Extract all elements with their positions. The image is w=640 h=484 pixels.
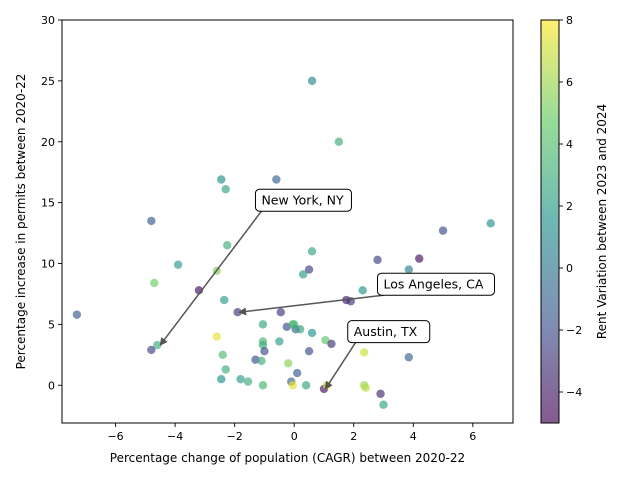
scatter-point bbox=[361, 383, 370, 392]
points-layer bbox=[72, 76, 495, 409]
x-axis-label: Percentage change of population (CAGR) b… bbox=[110, 451, 465, 465]
scatter-point bbox=[275, 337, 284, 346]
y-tick-label: 30 bbox=[41, 14, 55, 27]
scatter-point bbox=[150, 278, 159, 288]
x-tick-label: 6 bbox=[469, 430, 476, 443]
colorbar bbox=[540, 19, 560, 424]
scatter-point bbox=[298, 270, 308, 279]
scatter-point bbox=[289, 320, 299, 329]
annotation-box bbox=[254, 188, 352, 212]
annotation-arrow bbox=[324, 342, 357, 390]
scatter-point bbox=[72, 310, 82, 319]
y-tick-label: 15 bbox=[41, 197, 55, 210]
scatter-point bbox=[379, 400, 388, 409]
scatter-point bbox=[376, 389, 385, 398]
y-tick-label: 5 bbox=[48, 318, 55, 331]
colorbar-label: Rent Variation between 2023 and 2024 bbox=[595, 104, 609, 339]
scatter-point bbox=[147, 216, 156, 226]
scatter-point bbox=[334, 137, 344, 146]
scatter-point bbox=[153, 340, 162, 350]
plot-frame bbox=[61, 19, 514, 424]
scatter-point bbox=[358, 286, 367, 295]
colorbar-tick-label: 6 bbox=[566, 76, 573, 89]
y-tick-label: 20 bbox=[41, 136, 55, 149]
x-tick-label: 2 bbox=[350, 430, 357, 443]
scatter-point bbox=[276, 308, 286, 317]
scatter-point bbox=[327, 339, 336, 349]
x-tick-label: 0 bbox=[291, 430, 298, 443]
scatter-point bbox=[217, 374, 226, 384]
scatter-point bbox=[284, 359, 293, 368]
colorbar-tick-label: −2 bbox=[566, 324, 582, 337]
scatter-point bbox=[373, 255, 382, 265]
colorbar-tick-label: 4 bbox=[566, 138, 573, 151]
y-axis-label: Percentage increase in permits between 2… bbox=[14, 74, 28, 370]
y-axis-ticks: 0 5 10 15 20 25 30 bbox=[41, 14, 62, 392]
colorbar-tick-label: 0 bbox=[566, 262, 573, 275]
scatter-point bbox=[223, 241, 232, 250]
y-tick-label: 10 bbox=[41, 258, 55, 271]
scatter-point bbox=[221, 185, 230, 194]
x-tick-label: −6 bbox=[107, 430, 123, 443]
scatter-point bbox=[272, 175, 281, 184]
scatter-point bbox=[301, 381, 311, 390]
annotation-label: Austin, TX bbox=[354, 324, 418, 339]
scatter-point bbox=[404, 353, 414, 362]
scatter-point bbox=[438, 226, 448, 235]
scatter-point bbox=[243, 377, 253, 386]
scatter-point bbox=[288, 381, 297, 390]
x-tick-label: −2 bbox=[227, 430, 243, 443]
y-tick-label: 25 bbox=[41, 75, 55, 88]
scatter-point bbox=[486, 219, 495, 228]
annotation-label: New York, NY bbox=[261, 193, 344, 208]
scatter-point bbox=[218, 350, 227, 360]
x-axis-ticks: −6 −4 −2 0 2 4 6 bbox=[107, 423, 476, 443]
scatter-point bbox=[221, 365, 230, 374]
scatter-point bbox=[404, 265, 414, 274]
scatter-point bbox=[415, 254, 424, 263]
annotation-box bbox=[377, 272, 496, 296]
scatter-point bbox=[359, 348, 369, 357]
colorbar-tick-label: 2 bbox=[566, 200, 573, 213]
scatter-point bbox=[147, 345, 156, 355]
scatter-point bbox=[292, 368, 302, 378]
x-tick-label: 4 bbox=[410, 430, 417, 443]
y-tick-label: 0 bbox=[48, 379, 55, 392]
x-tick-label: −4 bbox=[167, 430, 183, 443]
colorbar-tick-label: −4 bbox=[566, 386, 582, 399]
annotation-arrow bbox=[159, 210, 263, 346]
scatter-point bbox=[307, 247, 317, 256]
scatter-point bbox=[307, 76, 317, 86]
annotation-layer: New York, NY Los Angeles, CA Austin, TX bbox=[159, 188, 496, 390]
scatter-point bbox=[212, 332, 221, 341]
scatter-point bbox=[304, 346, 314, 356]
scatter-point bbox=[304, 265, 314, 274]
scatter-point bbox=[236, 374, 245, 384]
scatter-point bbox=[295, 325, 305, 334]
scatter-point bbox=[173, 260, 183, 269]
scatter-point bbox=[217, 175, 226, 184]
scatter-point bbox=[258, 381, 268, 390]
scatter-point bbox=[220, 295, 229, 305]
scatter-point bbox=[307, 328, 317, 338]
scatter-point bbox=[258, 320, 268, 329]
annotation-label: Los Angeles, CA bbox=[384, 277, 484, 292]
scatter-point bbox=[257, 356, 266, 366]
scatter-point bbox=[194, 286, 204, 295]
colorbar-tick-label: 8 bbox=[566, 14, 573, 27]
annotation-box bbox=[347, 320, 431, 344]
annotation-arrow bbox=[238, 294, 384, 316]
scatter-point bbox=[260, 346, 269, 356]
colorbar-ticks: −4 −2 0 2 4 6 8 bbox=[559, 14, 582, 399]
